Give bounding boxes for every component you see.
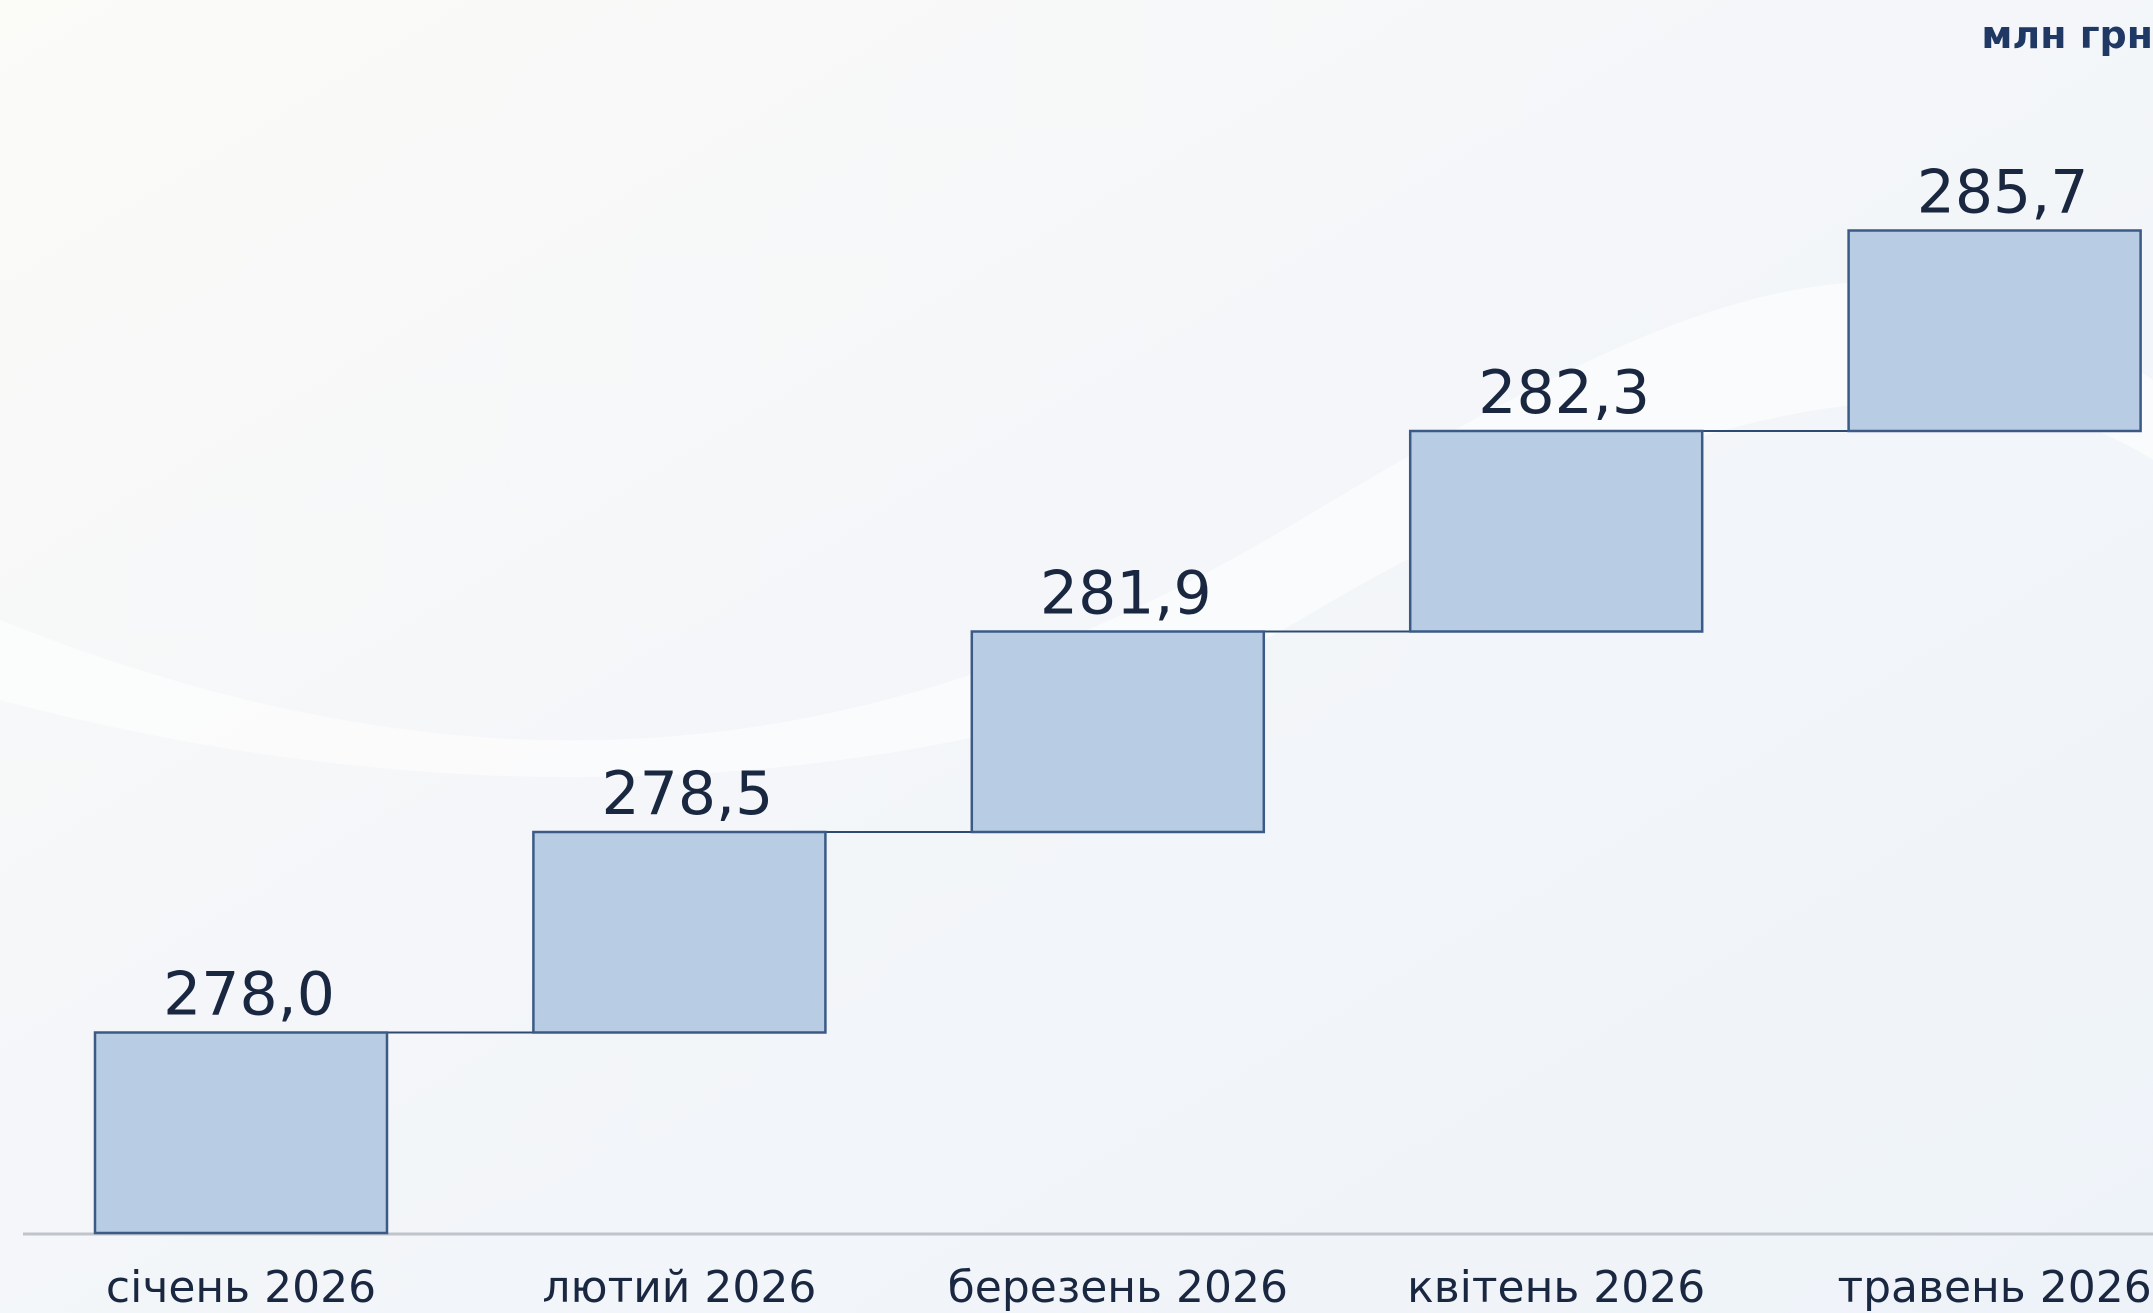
- x-tick-label: травень 2026: [1838, 1262, 2152, 1313]
- x-tick-label: лютий 2026: [542, 1262, 816, 1313]
- value-label: 278,0: [163, 960, 335, 1030]
- value-label: 281,9: [1040, 559, 1212, 629]
- background-swoosh: [0, 281, 2153, 778]
- value-label: 282,3: [1478, 358, 1650, 428]
- unit-label: млн грн: [1981, 13, 2153, 57]
- value-label: 278,5: [602, 759, 774, 829]
- step-box: [970, 630, 1266, 834]
- step-box: [1408, 429, 1704, 633]
- step-box: [532, 830, 827, 1034]
- step-box: [1847, 229, 2142, 433]
- step-box: [93, 1031, 389, 1235]
- value-label: 285,7: [1917, 158, 2089, 228]
- x-tick-label: березень 2026: [948, 1262, 1288, 1313]
- x-tick-label: січень 2026: [106, 1262, 376, 1313]
- x-tick-label: квітень 2026: [1407, 1262, 1705, 1313]
